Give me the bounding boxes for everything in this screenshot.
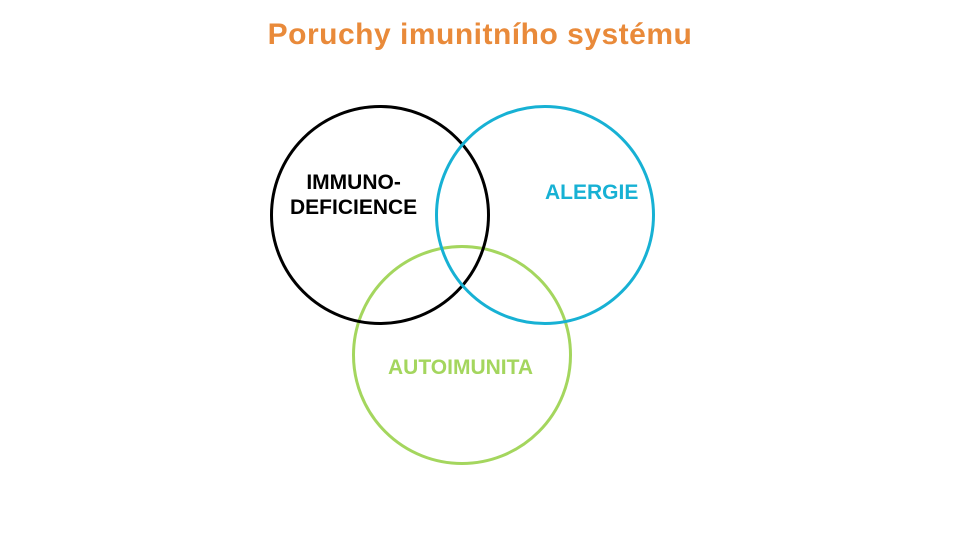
label-autoimunita: AUTOIMUNITA <box>388 355 533 380</box>
page-title: Poruchy imunitního systému <box>0 18 960 52</box>
label-alergie: ALERGIE <box>545 180 638 205</box>
label-immunodef: IMMUNO- DEFICIENCE <box>290 170 417 220</box>
circle-alergie <box>435 105 655 325</box>
